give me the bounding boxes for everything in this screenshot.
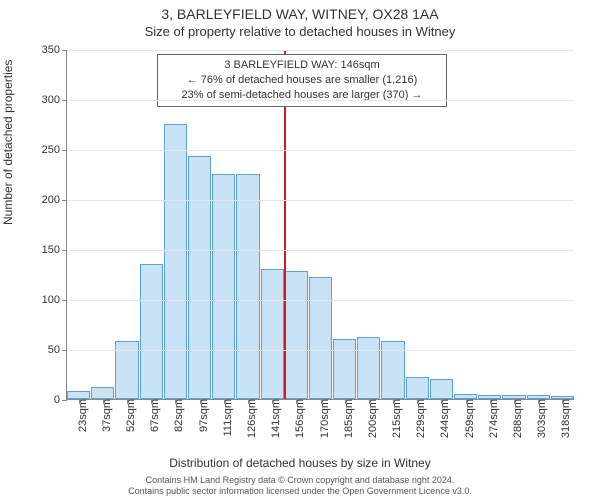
x-tick-label: 52sqm	[125, 399, 137, 432]
histogram-bar	[236, 174, 259, 399]
annotation-line: 3 BARLEYFIELD WAY: 146sqm	[164, 58, 440, 73]
histogram-bar	[406, 377, 429, 399]
y-gridline	[67, 250, 574, 251]
footer-line: Contains public sector information licen…	[0, 486, 600, 497]
x-tick-label: 244sqm	[439, 399, 451, 438]
y-gridline	[67, 150, 574, 151]
y-gridline	[67, 50, 574, 51]
histogram-bar	[91, 387, 114, 399]
y-tick-label: 250	[10, 144, 60, 156]
y-tick-label: 100	[10, 294, 60, 306]
x-tick-label: 37sqm	[101, 399, 113, 432]
x-tick-label: 156sqm	[294, 399, 306, 438]
footer-attribution: Contains HM Land Registry data © Crown c…	[0, 475, 600, 498]
plot-area: 3 BARLEYFIELD WAY: 146sqm ← 76% of detac…	[66, 50, 574, 400]
x-tick-label: 215sqm	[391, 399, 403, 438]
y-tick-label: 200	[10, 194, 60, 206]
annotation-box: 3 BARLEYFIELD WAY: 146sqm ← 76% of detac…	[157, 54, 447, 107]
footer-line: Contains HM Land Registry data © Crown c…	[0, 475, 600, 486]
x-tick-label: 82sqm	[173, 399, 185, 432]
histogram-bar	[430, 379, 453, 399]
chart-title-line2: Size of property relative to detached ho…	[0, 24, 600, 39]
histogram-bar	[333, 339, 356, 399]
histogram-bar	[357, 337, 380, 399]
x-tick-label: 170sqm	[319, 399, 331, 438]
y-gridline	[67, 350, 574, 351]
x-tick-label: 318sqm	[560, 399, 572, 438]
y-gridline	[67, 200, 574, 201]
chart-title-line1: 3, BARLEYFIELD WAY, WITNEY, OX28 1AA	[0, 6, 600, 22]
y-tick-mark	[62, 300, 67, 301]
histogram-bar	[309, 277, 332, 399]
x-tick-label: 274sqm	[488, 399, 500, 438]
histogram-bar	[67, 391, 90, 399]
y-tick-mark	[62, 400, 67, 401]
x-axis-label: Distribution of detached houses by size …	[0, 456, 600, 470]
x-tick-label: 229sqm	[415, 399, 427, 438]
x-tick-label: 23sqm	[77, 399, 89, 432]
x-tick-label: 97sqm	[198, 399, 210, 432]
x-tick-label: 288sqm	[512, 399, 524, 438]
histogram-bar	[164, 124, 187, 399]
y-gridline	[67, 300, 574, 301]
annotation-line: ← 76% of detached houses are smaller (1,…	[164, 73, 440, 88]
y-tick-mark	[62, 100, 67, 101]
y-tick-mark	[62, 150, 67, 151]
histogram-bar	[261, 269, 284, 399]
y-tick-mark	[62, 50, 67, 51]
histogram-bar	[285, 271, 308, 399]
y-tick-mark	[62, 200, 67, 201]
chart-container: 3, BARLEYFIELD WAY, WITNEY, OX28 1AA Siz…	[0, 0, 600, 500]
x-tick-label: 259sqm	[464, 399, 476, 438]
x-tick-label: 126sqm	[246, 399, 258, 438]
histogram-bar	[140, 264, 163, 399]
y-tick-mark	[62, 350, 67, 351]
y-gridline	[67, 100, 574, 101]
y-tick-mark	[62, 250, 67, 251]
y-tick-label: 350	[10, 44, 60, 56]
histogram-bar	[188, 156, 211, 399]
histogram-bar	[212, 174, 235, 399]
y-tick-label: 50	[10, 344, 60, 356]
x-tick-label: 67sqm	[149, 399, 161, 432]
x-tick-label: 200sqm	[367, 399, 379, 438]
y-tick-label: 0	[10, 394, 60, 406]
x-tick-label: 141sqm	[270, 399, 282, 438]
x-tick-label: 111sqm	[222, 399, 234, 437]
y-tick-label: 300	[10, 94, 60, 106]
y-tick-label: 150	[10, 244, 60, 256]
x-tick-label: 185sqm	[343, 399, 355, 438]
x-tick-label: 303sqm	[536, 399, 548, 438]
